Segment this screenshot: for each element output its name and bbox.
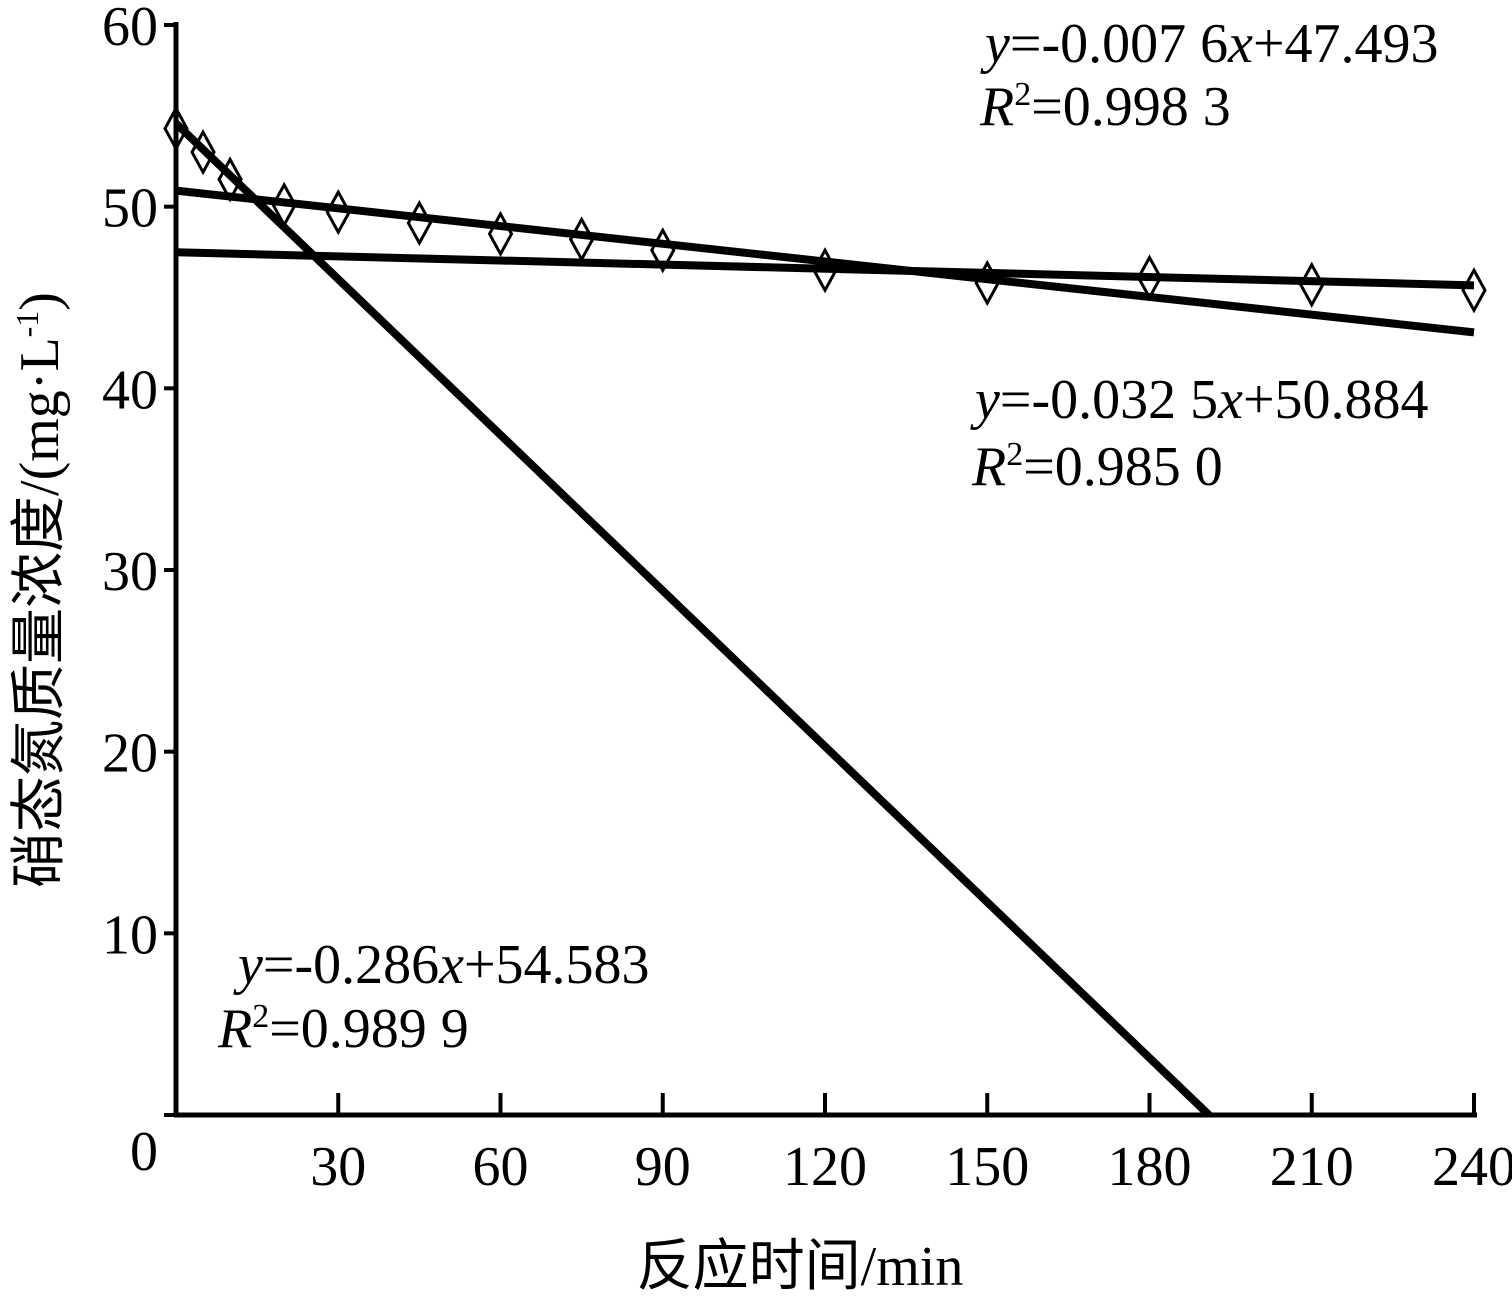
x-tick-label: 120 <box>783 1136 867 1198</box>
equation-part: =-0.286 <box>263 934 439 996</box>
data-point <box>406 199 433 247</box>
data-point <box>325 189 351 236</box>
y-tick-label: 60 <box>102 0 158 58</box>
y-tick-label: 0 <box>130 1121 158 1183</box>
r-squared-part: 2 <box>1006 436 1023 473</box>
equation-part: y <box>980 13 1010 75</box>
x-tick-label: 90 <box>635 1136 691 1198</box>
trend-line <box>175 186 1475 337</box>
x-tick-label: 180 <box>1108 1136 1192 1198</box>
r-squared-part: 2 <box>1014 76 1031 113</box>
equation-part: +50.884 <box>1243 369 1429 431</box>
r-squared-part: R <box>979 76 1014 138</box>
equation-part: =-0.032 5 <box>1000 369 1218 431</box>
x-tick-label: 240 <box>1432 1136 1512 1198</box>
r-squared: R2=0.989 9 <box>217 998 469 1060</box>
equation: y=-0.286x+54.583 <box>233 934 650 996</box>
r-squared-part: 2 <box>252 998 269 1035</box>
r-squared-part: =0.998 3 <box>1031 76 1231 138</box>
equation-part: x <box>1217 369 1243 431</box>
data-point <box>568 216 595 263</box>
equation-part: =-0.007 6 <box>1010 13 1228 75</box>
y-tick-label: 30 <box>102 541 158 603</box>
r-squared-part: =0.989 9 <box>269 998 469 1060</box>
data-point <box>163 105 189 152</box>
y-tick-label: 10 <box>102 904 158 966</box>
data-point <box>190 129 216 176</box>
r-squared: R2=0.998 3 <box>979 76 1231 138</box>
r-squared-part: =0.985 0 <box>1023 436 1223 498</box>
y-axis-label-part: 硝态氮质量浓度/(mg·L <box>9 337 71 888</box>
data-point <box>271 181 297 228</box>
r-squared-part: R <box>217 998 252 1060</box>
data-point <box>1461 267 1487 314</box>
y-tick-label: 40 <box>102 359 158 421</box>
y-axis-label-part: ) <box>9 292 71 311</box>
equation: y=-0.007 6x+47.493 <box>980 13 1439 75</box>
data-point <box>1299 261 1325 308</box>
x-tick-label: 150 <box>945 1136 1029 1198</box>
data-point <box>1136 254 1163 301</box>
x-axis-label: 反应时间/min <box>637 1236 964 1298</box>
data-point <box>650 227 676 274</box>
equation-part: y <box>233 934 263 996</box>
x-tick-label: 30 <box>310 1136 366 1198</box>
y-axis-label-part: -1 <box>9 311 45 338</box>
equation-part: +47.493 <box>1253 13 1439 75</box>
y-axis-label: 硝态氮质量浓度/(mg·L-1) <box>9 292 71 888</box>
data-point <box>812 247 838 294</box>
equation: y=-0.032 5x+50.884 <box>970 369 1429 431</box>
r-squared: R2=0.985 0 <box>971 436 1223 498</box>
equation-part: x <box>1227 13 1253 75</box>
y-tick-label: 20 <box>102 723 158 785</box>
y-tick-label: 50 <box>102 178 158 240</box>
r-squared-part: R <box>971 436 1006 498</box>
data-point <box>217 156 243 203</box>
data-point <box>974 259 1000 307</box>
trend-line <box>173 120 1212 1118</box>
x-tick-label: 60 <box>473 1136 529 1198</box>
x-tick-label: 210 <box>1270 1136 1354 1198</box>
equation-part: x <box>438 934 464 996</box>
equation-part: y <box>970 369 1000 431</box>
trend-line <box>175 248 1475 290</box>
equation-part: +54.583 <box>464 934 650 996</box>
data-point <box>487 210 514 258</box>
